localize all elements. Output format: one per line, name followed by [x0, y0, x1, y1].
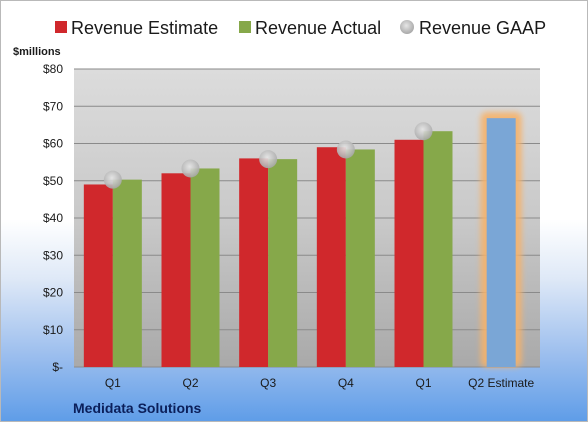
- y-tick-label: $20: [43, 286, 63, 300]
- y-axis-unit-label: $millions: [13, 46, 61, 58]
- marker-revenue-gaap: [103, 170, 122, 189]
- bar-revenue-actual: [268, 159, 298, 367]
- bar-revenue-estimate: [239, 158, 269, 367]
- y-tick-label: $10: [43, 323, 63, 337]
- marker-revenue-gaap: [336, 140, 355, 159]
- legend-swatch-revenue-actual: [239, 21, 251, 33]
- gridlines: [74, 68, 540, 368]
- y-tick-label: $80: [43, 62, 63, 76]
- y-tick-label: $60: [43, 137, 63, 151]
- bar-revenue-actual: [345, 149, 375, 367]
- company-name: Medidata Solutions: [73, 400, 202, 416]
- y-tick-label: $40: [43, 211, 63, 225]
- marker-revenue-gaap: [259, 150, 278, 169]
- bars: [83, 112, 522, 367]
- x-tick-label: Q1: [105, 376, 121, 390]
- legend-label-revenue-gaap: Revenue GAAP: [419, 18, 546, 38]
- x-tick-label: Q3: [260, 376, 276, 390]
- x-axis-ticks: Q1 Q2 Q3 Q4 Q1 Q2 Estimate: [105, 376, 535, 390]
- y-tick-label: $-: [52, 360, 63, 374]
- x-tick-label: Q2 Estimate: [468, 376, 534, 390]
- bar-revenue-estimate: [83, 184, 113, 367]
- gaap-markers: [103, 122, 433, 189]
- x-tick-label: Q4: [338, 376, 354, 390]
- y-tick-label: $70: [43, 99, 63, 113]
- bar-revenue-actual: [190, 168, 220, 367]
- legend-label-revenue-estimate: Revenue Estimate: [71, 18, 218, 38]
- bar-revenue-estimate: [161, 173, 191, 367]
- bar-revenue-actual: [112, 179, 142, 367]
- y-tick-label: $50: [43, 174, 63, 188]
- bar-revenue-actual: [423, 131, 453, 367]
- x-tick-label: Q2: [182, 376, 198, 390]
- marker-revenue-gaap: [414, 122, 433, 141]
- legend-label-revenue-actual: Revenue Actual: [255, 18, 381, 38]
- legend-swatch-revenue-gaap: [400, 20, 414, 34]
- bar-revenue-estimate: [316, 147, 346, 367]
- bar-revenue-actual-highlight: [486, 118, 516, 367]
- y-axis-ticks: $- $10 $20 $30 $40 $50 $60 $70 $80: [43, 62, 63, 374]
- bar-revenue-estimate: [394, 139, 424, 367]
- legend: Revenue Estimate Revenue Actual Revenue …: [55, 18, 546, 38]
- y-tick-label: $30: [43, 248, 63, 262]
- x-tick-label: Q1: [415, 376, 431, 390]
- marker-revenue-gaap: [181, 159, 200, 178]
- legend-swatch-revenue-estimate: [55, 21, 67, 33]
